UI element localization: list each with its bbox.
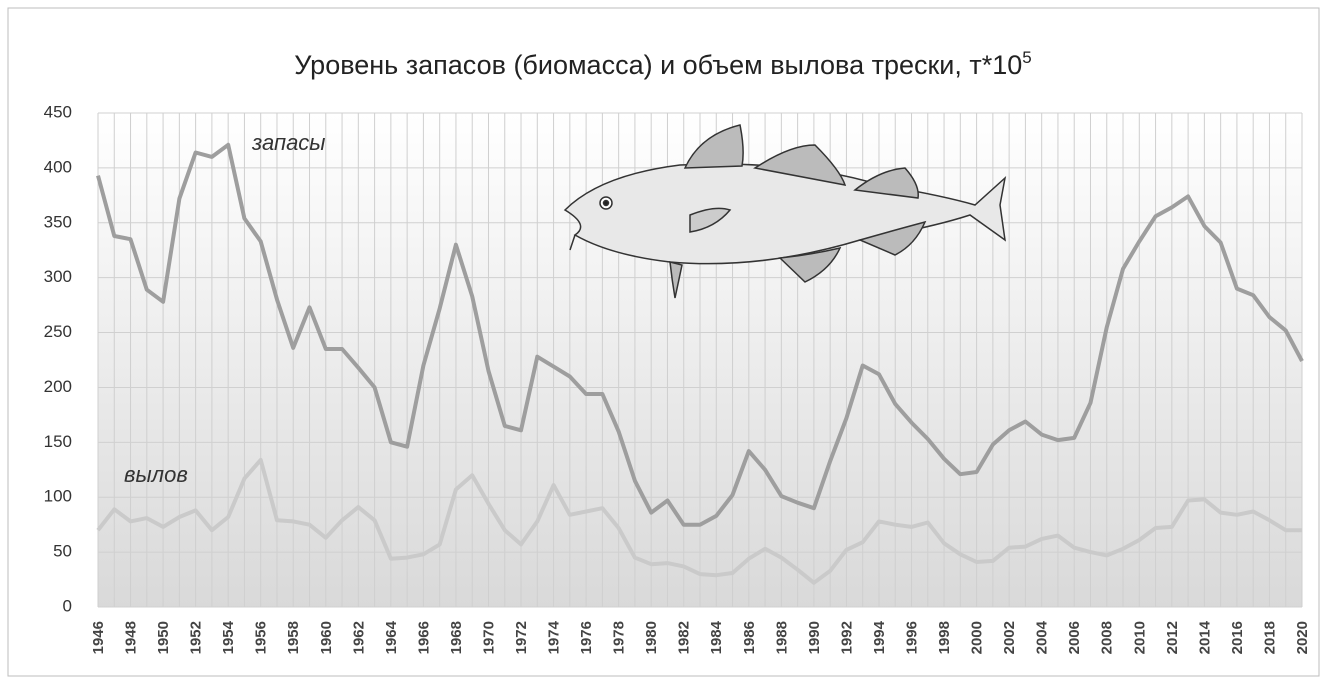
x-tick-label: 1956 xyxy=(253,621,270,654)
x-tick-label: 1966 xyxy=(415,621,432,654)
x-tick-label: 1954 xyxy=(220,620,237,654)
x-tick-label: 1958 xyxy=(285,621,302,654)
y-tick-label: 200 xyxy=(44,377,72,396)
x-tick-label: 1960 xyxy=(318,621,335,654)
x-tick-label: 1948 xyxy=(123,621,140,654)
title-exponent: 5 xyxy=(1022,48,1031,67)
y-tick-label: 100 xyxy=(44,487,72,506)
chart: Уровень запасов (биомасса) и объем вылов… xyxy=(0,0,1327,684)
x-tick-label: 1986 xyxy=(741,621,758,654)
x-tick-label: 2014 xyxy=(1196,620,1213,654)
x-tick-label: 1990 xyxy=(806,621,823,654)
y-tick-label: 450 xyxy=(44,102,72,121)
x-tick-label: 2012 xyxy=(1164,621,1181,654)
x-tick-label: 1998 xyxy=(936,621,953,654)
x-tick-label: 1992 xyxy=(838,621,855,654)
x-tick-label: 2006 xyxy=(1066,621,1083,654)
x-tick-label: 2002 xyxy=(1001,621,1018,654)
y-tick-label: 400 xyxy=(44,157,72,176)
x-tick-label: 1962 xyxy=(350,621,367,654)
x-tick-label: 1996 xyxy=(903,621,920,654)
x-tick-label: 1964 xyxy=(383,620,400,654)
x-tick-label: 2004 xyxy=(1034,620,1051,654)
x-tick-label: 2010 xyxy=(1131,621,1148,654)
title-text: Уровень запасов (биомасса) и объем вылов… xyxy=(294,50,1022,80)
x-tick-label: 1978 xyxy=(611,621,628,654)
x-tick-label: 1982 xyxy=(676,621,693,654)
x-tick-label: 2008 xyxy=(1099,621,1116,654)
x-tick-label: 1984 xyxy=(708,620,725,654)
x-tick-label: 1952 xyxy=(188,621,205,654)
x-tick-label: 2020 xyxy=(1294,621,1311,654)
x-tick-label: 1988 xyxy=(773,621,790,654)
chart-title: Уровень запасов (биомасса) и объем вылов… xyxy=(294,48,1032,80)
x-tick-label: 1970 xyxy=(480,621,497,654)
y-tick-label: 250 xyxy=(44,322,72,341)
x-tick-label: 1946 xyxy=(90,621,107,654)
x-tick-label: 2016 xyxy=(1229,621,1246,654)
y-tick-label: 150 xyxy=(44,432,72,451)
x-tick-label: 1976 xyxy=(578,621,595,654)
x-tick-label: 1950 xyxy=(155,621,172,654)
x-tick-label: 2000 xyxy=(969,621,986,654)
series-annotation: вылов xyxy=(124,462,188,487)
x-tick-label: 1972 xyxy=(513,621,530,654)
x-tick-label: 1994 xyxy=(871,620,888,654)
y-tick-label: 350 xyxy=(44,212,72,231)
y-tick-label: 0 xyxy=(63,596,72,615)
page: {"chart_data": {"type": "line", "title":… xyxy=(0,0,1327,684)
x-tick-label: 1980 xyxy=(643,621,660,654)
x-tick-label: 2018 xyxy=(1261,621,1278,654)
series-annotation: запасы xyxy=(251,130,326,155)
y-tick-label: 50 xyxy=(53,542,72,561)
x-tick-label: 1974 xyxy=(546,620,563,654)
x-tick-label: 1968 xyxy=(448,621,465,654)
y-tick-label: 300 xyxy=(44,267,72,286)
